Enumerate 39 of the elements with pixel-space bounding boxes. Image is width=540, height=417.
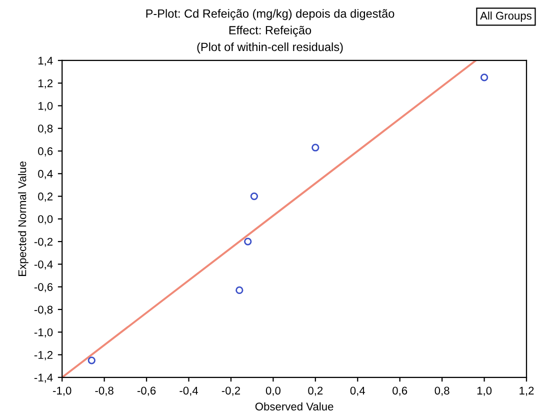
point	[312, 144, 320, 152]
text: All Groups	[480, 12, 532, 22]
x-tick-label: -0,4	[180, 386, 198, 396]
x-tick-label: 0,6	[392, 386, 408, 396]
point	[250, 192, 258, 200]
x-axis-title: Observed Value	[255, 402, 334, 410]
chart-title: P-Plot: Cd Refeição (mg/kg) depois da digestão	[146, 9, 394, 20]
chart-subtitle: Effect: Refeição	[229, 26, 312, 37]
y-tick-label: 0,0	[38, 215, 53, 224]
x-tick-label: 0,8	[434, 386, 450, 396]
y-tick-label: 0,4	[38, 170, 53, 180]
y-axis-title: Expected Normal Value	[18, 161, 28, 276]
y-tick-label: -1,4	[34, 374, 53, 383]
y-tick-label: 0,2	[38, 192, 53, 202]
x-tick-label: 0,2	[308, 386, 323, 396]
point	[236, 286, 244, 294]
y-tick-label: 0,8	[38, 124, 53, 134]
x-tick-label: -0,2	[222, 386, 240, 396]
x-tick-label: 0,0	[266, 386, 280, 396]
x-tick-label: -1,0	[53, 386, 72, 396]
text: (Plot of within-cell residuals)	[197, 42, 343, 54]
y-tick-label: 1,4	[38, 56, 53, 66]
y-tick-label: -0,4	[34, 260, 53, 270]
y-tick-label: -0,6	[34, 283, 53, 292]
x-tick-label: 0,4	[350, 386, 366, 396]
y-tick-label: 0,6	[38, 147, 53, 156]
x-tick-label: 1,0	[477, 386, 492, 396]
x-tick-label: -0,6	[137, 386, 156, 396]
point	[480, 74, 488, 82]
point	[244, 238, 252, 246]
y-tick-label: -0,8	[34, 306, 53, 315]
y-tick-label: 1,2	[38, 79, 53, 89]
y-tick-label: -1,2	[34, 351, 53, 360]
y-tick-label: 1,0	[38, 102, 53, 112]
x-tick-label: -0,8	[95, 386, 114, 396]
x-tick-label: 1,2	[520, 386, 534, 396]
y-tick-label: -0,2	[34, 238, 53, 248]
point	[88, 356, 96, 364]
y-tick-label: -1,0	[34, 328, 53, 338]
